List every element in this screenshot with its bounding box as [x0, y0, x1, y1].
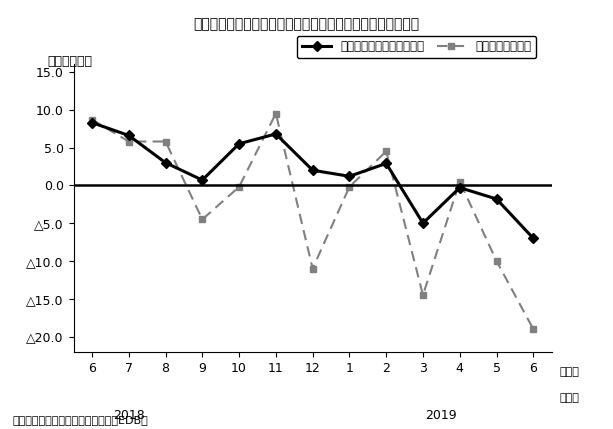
Text: 図　製造業生産高指数およびエレクトロニクスの上昇率推移: 図 製造業生産高指数およびエレクトロニクスの上昇率推移: [194, 17, 419, 31]
Text: 2018: 2018: [113, 408, 145, 422]
Text: （ポイント）: （ポイント）: [48, 55, 93, 68]
Text: （年）: （年）: [559, 393, 579, 403]
Text: （出所）シンガポール経済開発庁（EDB）: （出所）シンガポール経済開発庁（EDB）: [12, 415, 148, 425]
Legend: 製造業生産高指数（全体）, エレクトロニクス: 製造業生産高指数（全体）, エレクトロニクス: [297, 36, 536, 58]
Text: 2019: 2019: [425, 408, 457, 422]
Text: （月）: （月）: [559, 367, 579, 377]
